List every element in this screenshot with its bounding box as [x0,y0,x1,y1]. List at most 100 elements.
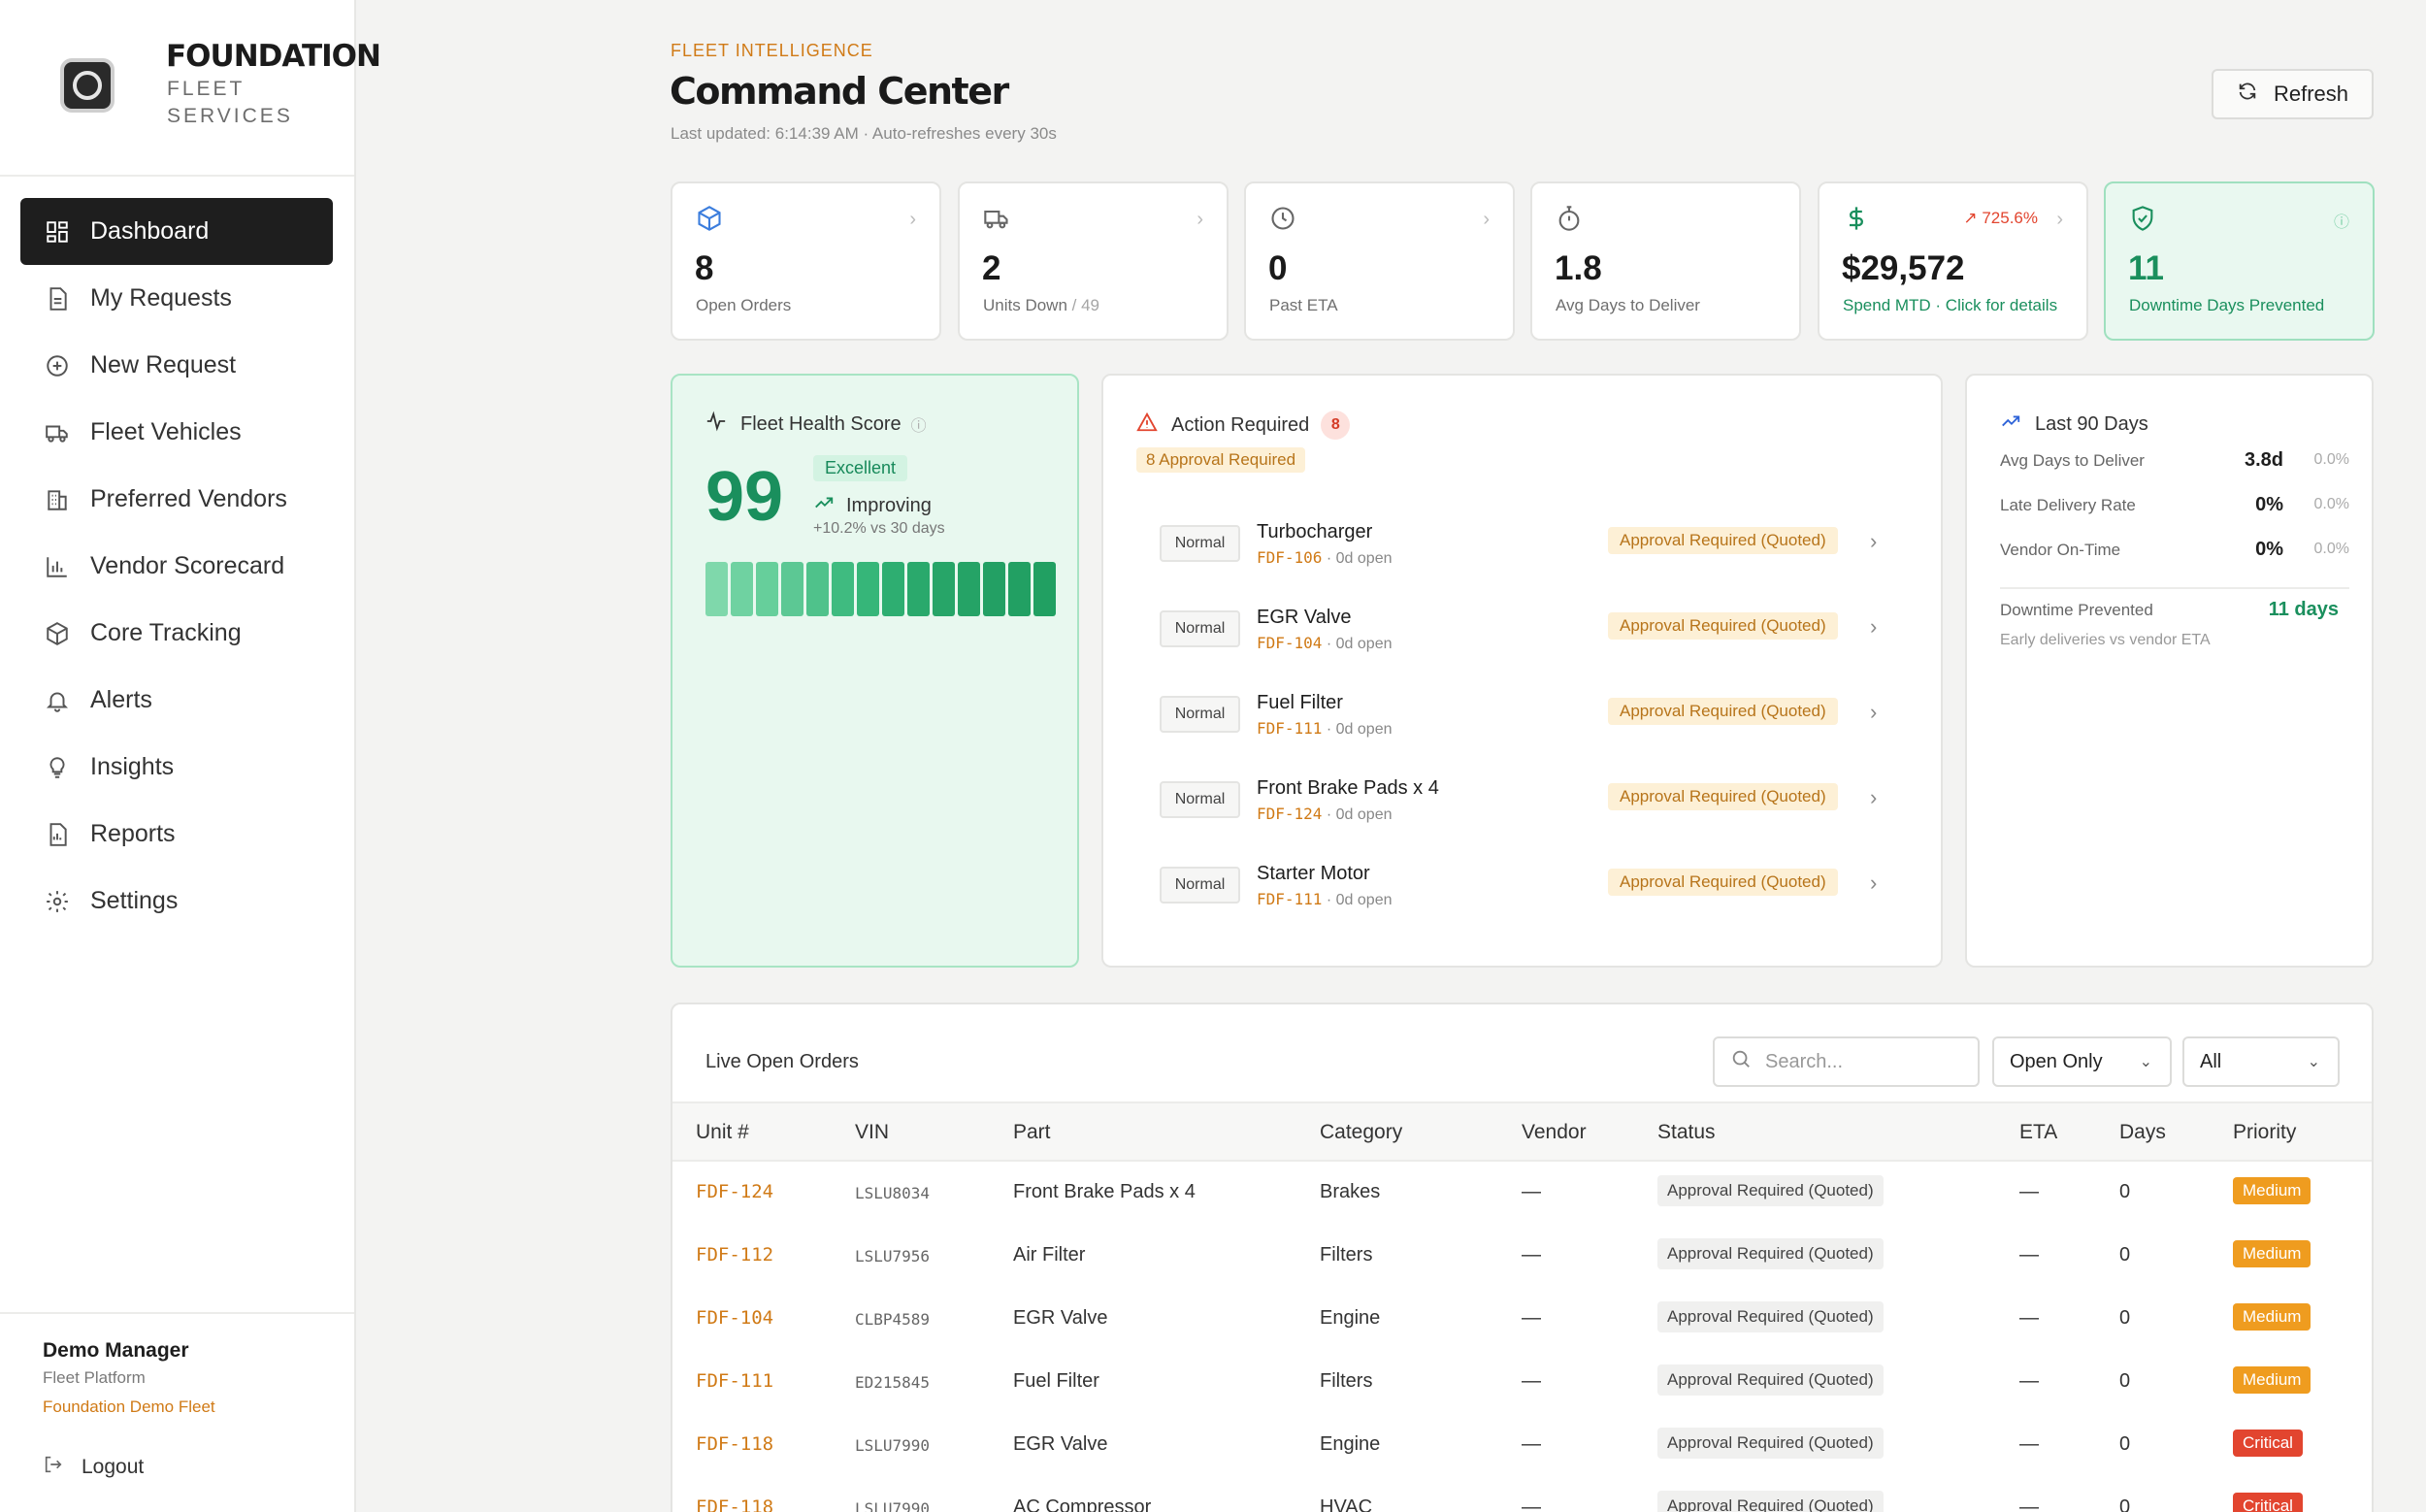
downtime-prevented-label: Downtime Prevented [2000,601,2153,619]
health-bar [882,562,904,616]
sidebar-item-label: Core Tracking [90,619,242,646]
cell-eta: — [2019,1370,2039,1392]
sidebar-item-new-request[interactable]: New Request [20,332,333,399]
action-row[interactable]: Normal Starter Motor FDF-111 · 0d open Appr… [1160,855,1917,923]
column-header[interactable]: Priority [2233,1121,2297,1143]
cell-vendor: — [1522,1496,1541,1512]
fleet-health-title: Fleet Health Score [740,412,902,435]
health-bars [705,562,1056,616]
sidebar-item-settings[interactable]: Settings [20,868,333,935]
cell-priority: Medium [2233,1177,2311,1204]
sidebar-item-label: Reports [90,820,176,847]
metric-row: Vendor On-Time 0% 0.0% [2000,539,2349,570]
column-header[interactable]: Days [2119,1121,2166,1143]
priority-filter-select[interactable]: All ⌄ [2182,1036,2340,1087]
metric-delta: 0.0% [2313,451,2349,468]
logout-button[interactable]: Logout [43,1454,354,1481]
cell-eta: — [2019,1496,2039,1512]
cell-priority: Critical [2233,1430,2303,1457]
column-header[interactable]: Category [1320,1121,1403,1143]
action-title: Action Required [1171,413,1310,436]
last-90-title: Last 90 Days [2035,412,2148,435]
cell-unit[interactable]: FDF-118 [696,1433,774,1455]
cell-unit[interactable]: FDF-118 [696,1496,774,1512]
health-bar [806,562,829,616]
column-header[interactable]: Status [1657,1121,1716,1143]
column-header[interactable]: Vendor [1522,1121,1587,1143]
open-duration: 0d open [1335,550,1393,567]
kpi-open-orders[interactable]: › 8 Open Orders [671,181,941,341]
cell-priority: Medium [2233,1366,2311,1394]
logout-icon [43,1454,64,1481]
part-meta: FDF-111 · 0d open [1257,890,1393,908]
action-row[interactable]: Normal EGR Valve FDF-104 · 0d open Approval… [1160,599,1917,667]
action-required-panel: Action Required 8 8 Approval Required No… [1101,374,1943,968]
priority-badge: Normal [1160,781,1240,818]
brand-subtitle: SERVICES [167,105,293,127]
cell-vendor: — [1522,1370,1541,1392]
cell-unit[interactable]: FDF-104 [696,1307,774,1329]
cell-category: Engine [1320,1433,1381,1455]
grid-icon [44,218,71,246]
cell-unit[interactable]: FDF-111 [696,1370,774,1392]
table-row[interactable]: FDF-124 LSLU8034 Front Brake Pads x 4 Brake… [672,1162,2372,1225]
action-count-badge: 8 [1321,411,1351,440]
search-input[interactable]: Search... [1713,1036,1980,1087]
table-row[interactable]: FDF-118 LSLU7990 EGR Valve Engine — Approval … [672,1414,2372,1477]
sidebar-item-label: Preferred Vendors [90,485,287,512]
column-header[interactable]: ETA [2019,1121,2058,1143]
column-header[interactable]: Unit # [696,1121,749,1143]
cell-days: 0 [2119,1496,2131,1512]
info-icon[interactable]: ⓘ [2333,214,2349,231]
sidebar-item-label: Insights [90,753,175,780]
kpi-spend-mtd[interactable]: ↗ 725.6% › $29,572 Spend MTD · Click for… [1818,181,2088,341]
priority-badge: Normal [1160,610,1240,647]
refresh-icon [2237,81,2258,108]
table-row[interactable]: FDF-111 ED215845 Fuel Filter Filters — Approv… [672,1351,2372,1414]
kpi-label: Open Orders [696,296,792,314]
status-filter-select[interactable]: Open Only ⌄ [1992,1036,2172,1087]
cell-unit[interactable]: FDF-124 [696,1181,774,1202]
column-header[interactable]: Part [1013,1121,1051,1143]
truck-icon [44,419,71,446]
sidebar-item-dashboard[interactable]: Dashboard [20,198,333,265]
table-row[interactable]: FDF-118 LSLU7990 AC Compressor HVAC — Approva… [672,1477,2372,1512]
sidebar-item-fleet-vehicles[interactable]: Fleet Vehicles [20,399,333,466]
cell-unit[interactable]: FDF-112 [696,1244,774,1265]
sidebar-item-insights[interactable]: Insights [20,734,333,801]
logout-label: Logout [82,1456,145,1478]
table-row[interactable]: FDF-112 LSLU7956 Air Filter Filters — Approva… [672,1225,2372,1288]
cell-part: AC Compressor [1013,1496,1152,1512]
kpi-past-eta[interactable]: › 0 Past ETA [1244,181,1515,341]
sidebar-item-my-requests[interactable]: My Requests [20,265,333,332]
health-bar [781,562,803,616]
cell-days: 0 [2119,1307,2131,1329]
part-name: Front Brake Pads x 4 [1257,777,1439,799]
action-row[interactable]: Normal Turbocharger FDF-106 · 0d open Appro… [1160,513,1917,581]
kpi-avg-days: 1.8 Avg Days to Deliver [1530,181,1801,341]
info-icon[interactable]: ⓘ [910,418,927,435]
cell-days: 0 [2119,1433,2131,1455]
sidebar-item-reports[interactable]: Reports [20,801,333,868]
chevron-right-icon: › [909,209,916,230]
sidebar-item-label: Settings [90,887,179,914]
sidebar-item-core-tracking[interactable]: Core Tracking [20,600,333,667]
column-header[interactable]: VIN [855,1121,890,1143]
panel-title: Fleet Health Score ⓘ [705,411,927,438]
cell-category: Engine [1320,1307,1381,1329]
kpi-units-down[interactable]: › 2 Units Down / 49 [958,181,1229,341]
sidebar-item-alerts[interactable]: Alerts [20,667,333,734]
action-row[interactable]: Normal Front Brake Pads x 4 FDF-124 · 0d o… [1160,770,1917,838]
sidebar-item-preferred-vendors[interactable]: Preferred Vendors [20,466,333,533]
cell-category: Filters [1320,1244,1373,1265]
status-filter-value: Open Only [2010,1050,2103,1072]
gear-icon [44,888,71,915]
chevron-right-icon: › [1870,614,1878,639]
sidebar-item-vendor-scorecard[interactable]: Vendor Scorecard [20,533,333,600]
plus-circle-icon [44,352,71,379]
bar-chart-icon [44,553,71,580]
table-row[interactable]: FDF-104 CLBP4589 EGR Valve Engine — Approval … [672,1288,2372,1351]
brand-logo [60,58,115,113]
refresh-button[interactable]: Refresh [2212,69,2374,119]
action-row[interactable]: Normal Fuel Filter FDF-111 · 0d open Approv… [1160,684,1917,752]
